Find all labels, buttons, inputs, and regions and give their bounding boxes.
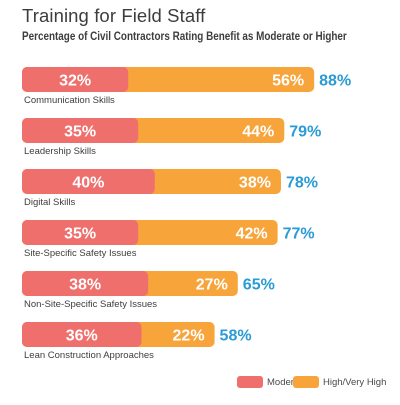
legend-item-moderate: Moderate bbox=[237, 375, 307, 389]
chart-title: Training for Field Staff bbox=[22, 5, 206, 26]
label-total-1: 79% bbox=[289, 124, 321, 141]
legend-swatch-moderate bbox=[237, 376, 263, 388]
label-high-4: 27% bbox=[196, 277, 228, 294]
bar-moderate-1 bbox=[22, 118, 139, 143]
legend-label-high: High/Very High bbox=[323, 376, 387, 388]
legend-label-moderate: Moderate bbox=[267, 376, 308, 388]
category-label-2: Digital Skills bbox=[24, 197, 75, 208]
category-label-4: Non-Site-Specific Safety Issues bbox=[24, 299, 157, 310]
label-total-0: 88% bbox=[319, 73, 351, 90]
category-label-5: Lean Construction Approaches bbox=[24, 350, 154, 361]
label-high-1: 44% bbox=[242, 124, 274, 141]
legend-item-high: High/Very High bbox=[293, 375, 386, 389]
label-total-5: 58% bbox=[220, 328, 252, 345]
bar-moderate-2 bbox=[22, 169, 155, 194]
category-label-1: Leadership Skills bbox=[24, 146, 96, 157]
bar-moderate-3 bbox=[22, 220, 139, 245]
label-high-3: 42% bbox=[236, 226, 268, 243]
label-moderate-2: 40% bbox=[72, 175, 104, 192]
label-high-5: 22% bbox=[173, 328, 205, 345]
bar-moderate-5 bbox=[22, 322, 142, 347]
category-label-0: Communication Skills bbox=[24, 95, 115, 106]
label-total-3: 77% bbox=[283, 226, 315, 243]
label-moderate-1: 35% bbox=[64, 124, 96, 141]
label-total-4: 65% bbox=[243, 277, 275, 294]
label-high-0: 56% bbox=[272, 73, 304, 90]
label-moderate-4: 38% bbox=[69, 277, 101, 294]
chart-subtitle: Percentage of Civil Contractors Rating B… bbox=[22, 31, 347, 43]
label-moderate-0: 32% bbox=[59, 73, 91, 90]
category-label-3: Site-Specific Safety Issues bbox=[24, 248, 137, 259]
bar-moderate-0 bbox=[22, 67, 129, 92]
label-moderate-5: 36% bbox=[66, 328, 98, 345]
label-high-2: 38% bbox=[239, 175, 271, 192]
label-total-2: 78% bbox=[286, 175, 318, 192]
label-moderate-3: 35% bbox=[64, 226, 96, 243]
legend-swatch-high bbox=[293, 376, 319, 388]
bar-moderate-4 bbox=[22, 271, 149, 296]
